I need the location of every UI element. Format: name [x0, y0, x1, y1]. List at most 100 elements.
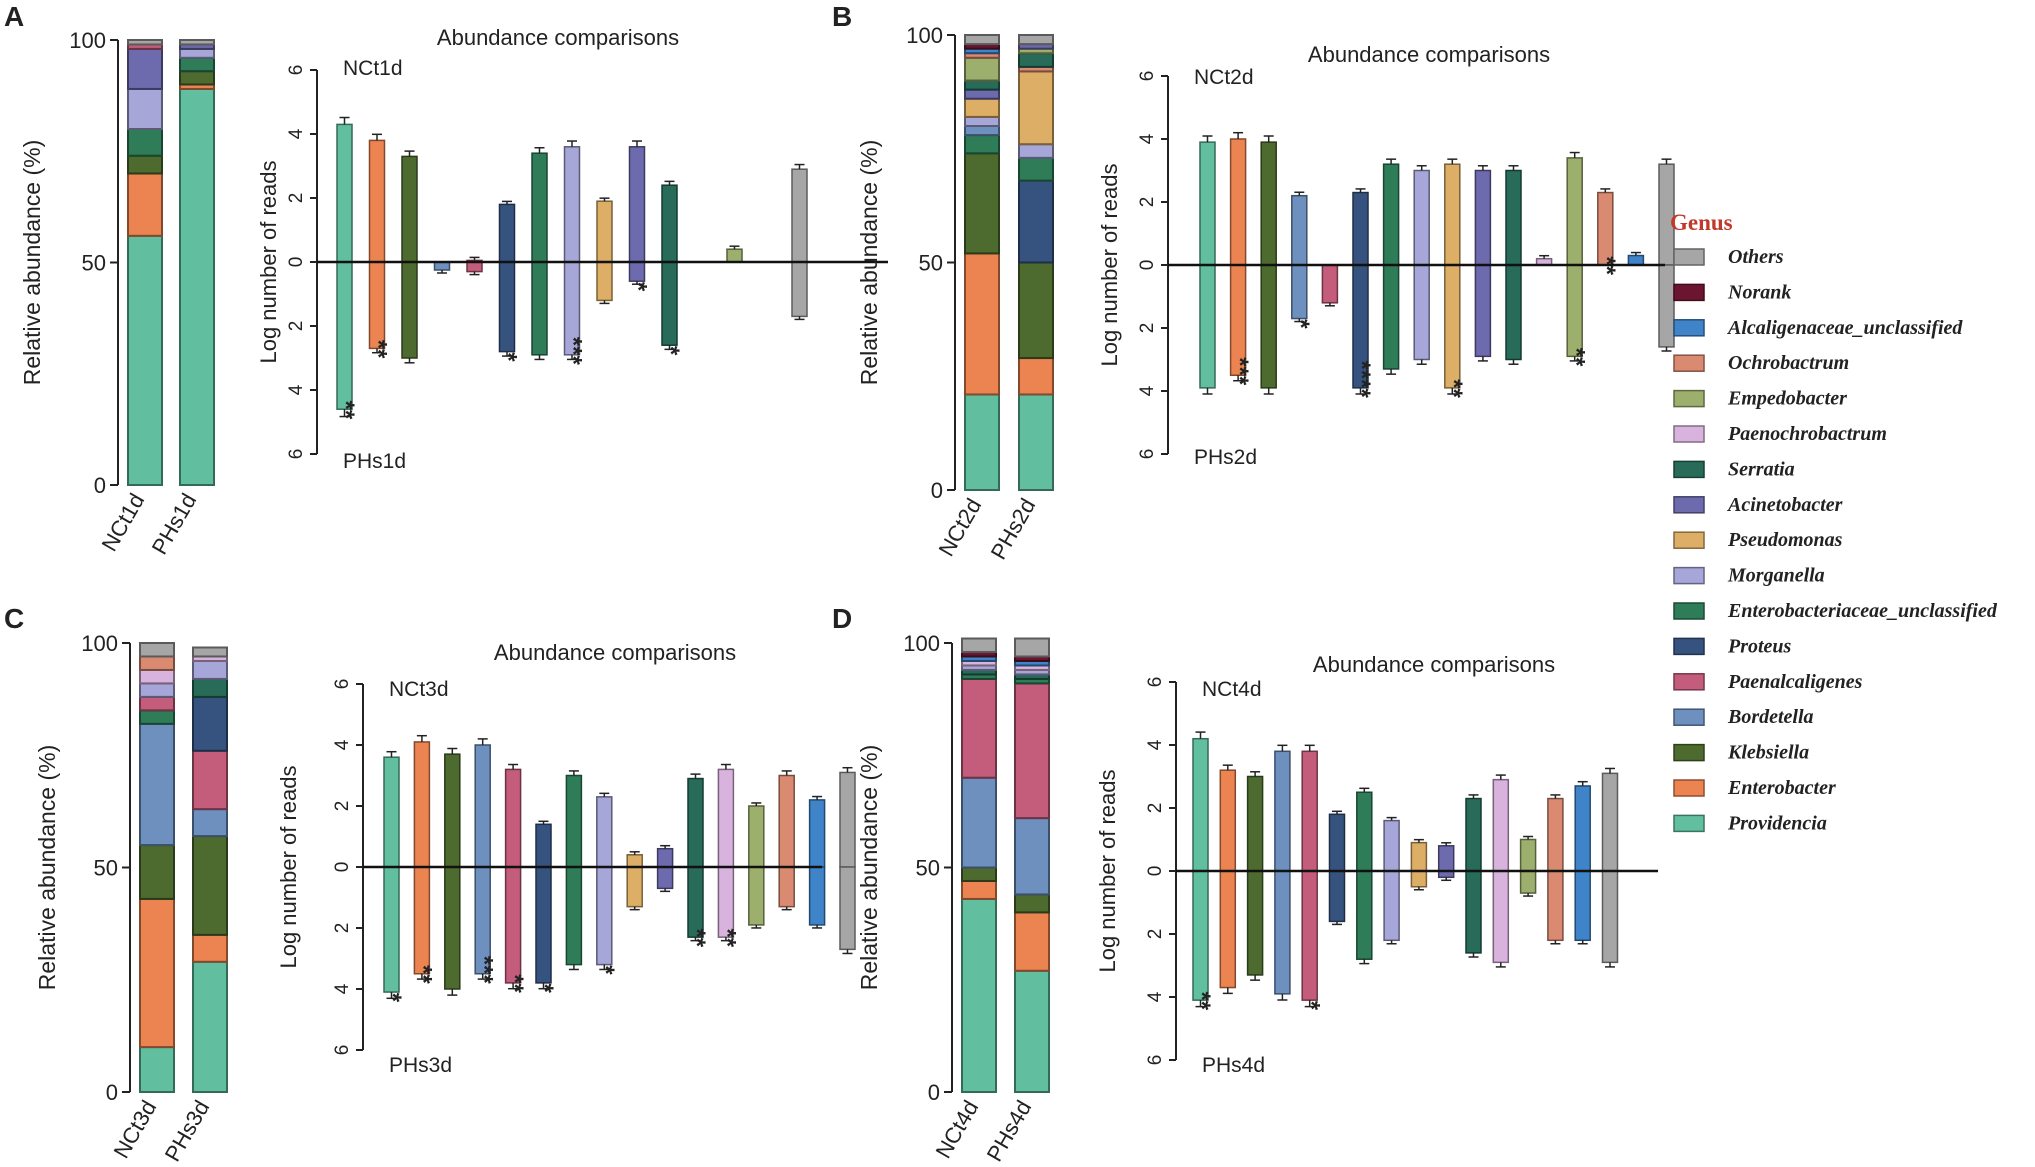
- bar-upper: [748, 805, 765, 868]
- stacked-x-tick-label: PHs2d: [986, 494, 1041, 564]
- bar-upper: [444, 753, 461, 868]
- stacked-y-tick-label: 100: [903, 631, 940, 656]
- bar-lower: [498, 261, 516, 353]
- stack-segment-enterobacteriaceae_unclassified: [1018, 156, 1054, 182]
- bar-upper: [1444, 163, 1461, 266]
- bar-lower: [1413, 264, 1430, 361]
- comparison-bar-enterobacter: [1219, 764, 1237, 995]
- significance-label: *: [1287, 319, 1314, 329]
- stack-segment-pseudomonas: [964, 97, 1000, 118]
- comparison-y-axis-label: Log number of reads: [1095, 769, 1120, 972]
- legend-item-enterobacteriaceae_unclassified: Enterobacteriaceae_unclassified: [1673, 600, 1998, 622]
- comparison-y-tick-label: 4: [286, 384, 307, 395]
- stack-segment-morganella: [179, 47, 215, 59]
- comparison-bar-enterobacteriaceae_unclassified: [1356, 787, 1373, 965]
- stack-segment-klebsiella: [1014, 893, 1050, 914]
- bar-lower: [839, 866, 856, 951]
- significance-label: ***: [470, 956, 497, 985]
- bar-lower: [717, 866, 735, 938]
- bar-upper: [535, 823, 552, 868]
- comparison-y-tick-label: 6: [286, 65, 307, 76]
- bar-upper: [778, 774, 795, 868]
- stacked-y-axis-label: Relative abundance (%): [856, 140, 882, 385]
- comparison-bar-providencia: **: [1188, 731, 1215, 1011]
- bar-lower: [1356, 870, 1373, 960]
- stacked-x-tick-label: NCt1d: [96, 489, 149, 556]
- legend-item-paenalcaligenes: Paenalcaligenes: [1673, 671, 1863, 693]
- comparison-bar-providencia: [1199, 135, 1216, 395]
- comparison-bar-morganella: ***: [560, 140, 587, 366]
- stack-segment-morganella: [192, 659, 228, 680]
- bar-upper: [1627, 254, 1645, 266]
- bar-lower: [1246, 870, 1264, 976]
- comparison-bar-paenalcaligenes: **: [501, 763, 528, 994]
- significance-label: ***: [1226, 357, 1253, 386]
- stack-segment-bordetella: [1014, 817, 1050, 896]
- stack-segment-enterobacter: [139, 897, 175, 1049]
- bar-lower: [791, 261, 808, 318]
- comparison-y-tick-label: 0: [1145, 866, 1166, 877]
- bar-lower: [656, 866, 674, 890]
- comparison-bar-alcaligenaceae_unclassified: [1574, 780, 1591, 945]
- comparison-bar-proteus: ****: [1348, 188, 1375, 399]
- panel-letter: B: [832, 1, 852, 32]
- legend-item-serratia: Serratia: [1673, 458, 1795, 480]
- legend-label: Klebsiella: [1727, 742, 1809, 764]
- significance-label: *: [657, 346, 684, 356]
- bar-lower: [1519, 870, 1537, 894]
- significance-label: ***: [560, 337, 587, 366]
- bar-upper: [1574, 785, 1591, 872]
- significance-label: **: [1188, 991, 1215, 1010]
- bar-lower: [808, 866, 826, 926]
- stacked-x-tick-label: NCt3d: [108, 1096, 161, 1163]
- significance-label: *: [592, 965, 619, 975]
- legend-item-alcaligenaceae_unclassified: Alcaligenaceae_unclassified: [1673, 317, 1963, 339]
- comparison-bar-bordetella: [1274, 744, 1291, 1001]
- legend-item-empedobacter: Empedobacter: [1673, 388, 1847, 410]
- comparison-bar-pseudomonas: **: [1440, 158, 1467, 399]
- bar-lower: [596, 866, 613, 966]
- comparison-y-tick-label: 6: [1137, 449, 1158, 460]
- bar-upper: [1505, 169, 1522, 266]
- stack-segment-proteus: [192, 695, 228, 752]
- bar-lower: [535, 866, 552, 984]
- significance-label: **: [332, 401, 359, 420]
- comparison-y-tick-label: 4: [1145, 739, 1166, 750]
- comparison-bottom-group-label: PHs3d: [389, 1054, 452, 1077]
- comparison-bar-enterobacter: **: [410, 734, 437, 984]
- comparison-y-tick-label: 4: [1137, 385, 1158, 396]
- comparison-y-tick-label: 6: [286, 449, 307, 460]
- legend-item-ochrobactrum: Ochrobactrum: [1673, 352, 1849, 374]
- bar-upper: [628, 146, 646, 263]
- bar-lower: [1383, 870, 1400, 942]
- comparison-bar-ochrobactrum: **: [1593, 188, 1620, 276]
- bar-upper: [1352, 191, 1369, 266]
- bar-upper: [413, 741, 431, 868]
- legend-label: Norank: [1727, 281, 1791, 303]
- comparison-y-tick-label: 2: [286, 321, 307, 332]
- comparison-bar-paenalcaligenes: [1321, 264, 1339, 307]
- bar-lower: [413, 866, 431, 975]
- comparison-bottom-group-label: PHs2d: [1194, 446, 1257, 469]
- comparison-y-axis-label: Log number of reads: [1097, 163, 1122, 366]
- comparison-bar-acinetobacter: [1437, 842, 1455, 882]
- stack-segment-ochrobactrum: [139, 655, 175, 671]
- bar-upper: [531, 152, 548, 263]
- stack-segment-empedobacter: [964, 56, 1000, 82]
- stack-segment-serratia: [964, 79, 1000, 91]
- comparison-bar-paenochrobactrum: [1492, 774, 1510, 968]
- bar-upper: [1474, 169, 1492, 266]
- stack-segment-providencia: [179, 87, 215, 486]
- stack-segment-providencia: [1018, 393, 1054, 492]
- comparison-bar-serratia: **: [683, 773, 710, 948]
- bar-lower: [1444, 264, 1461, 389]
- legend-label: Enterobacteriaceae_unclassified: [1727, 600, 1998, 622]
- genus-legend: Genus Others Norank Alcaligenaceae_unclass…: [1670, 210, 1998, 834]
- comparison-bar-alcaligenaceae_unclassified: [808, 795, 826, 929]
- comparison-y-tick-label: 6: [332, 679, 353, 690]
- comparison-y-tick-label: 2: [1145, 929, 1166, 940]
- comparison-bar-morganella: [1383, 816, 1400, 945]
